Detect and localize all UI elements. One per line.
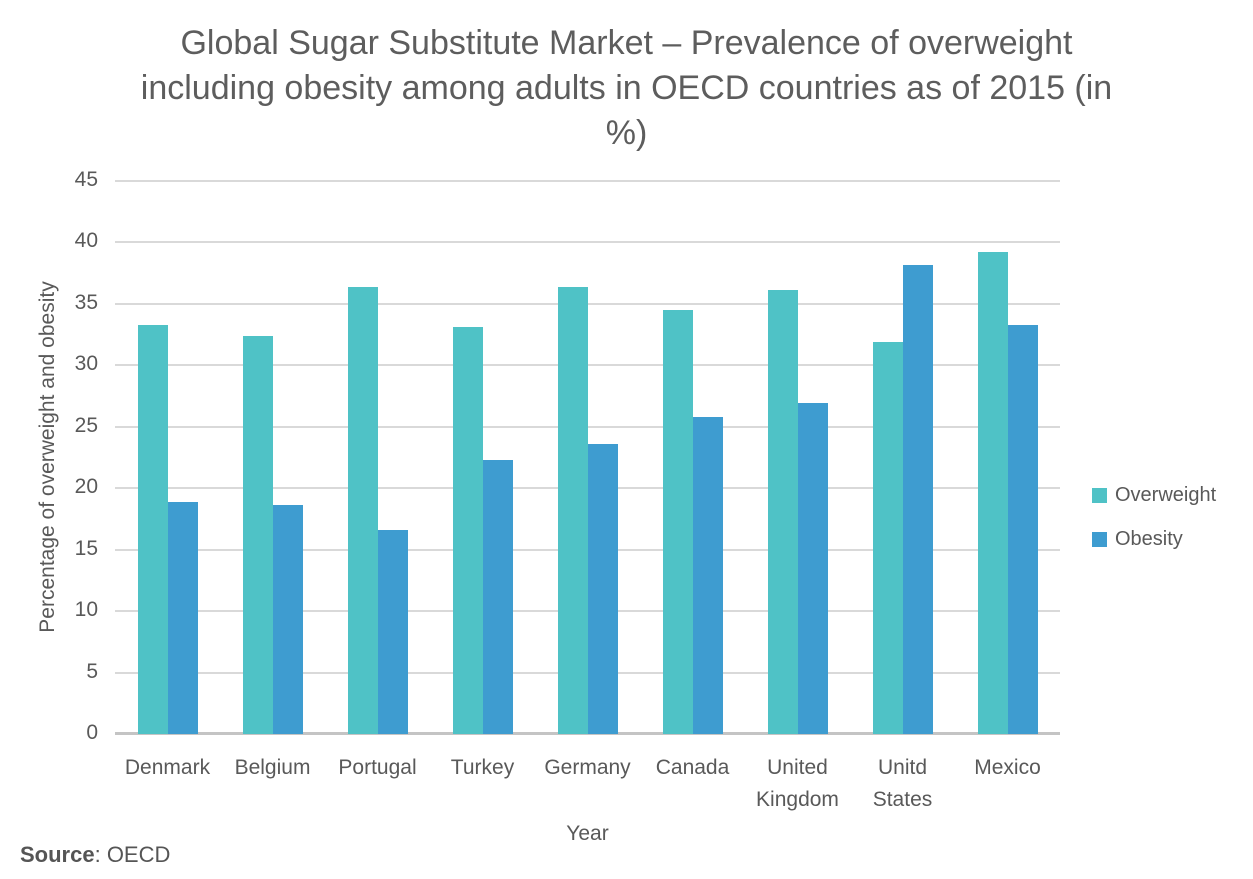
bar-overweight-denmark <box>137 324 168 734</box>
y-tick-label-5: 5 <box>86 659 98 683</box>
bar-overweight-turkey <box>452 327 483 734</box>
x-category-label-mexico: Mexico <box>974 756 1041 779</box>
x-category-label-unitd-states: Unitd States <box>872 756 933 811</box>
bar-overweight-unitd-states <box>872 342 903 734</box>
gridline-35 <box>115 302 1060 305</box>
x-category-label-united-kingdom: United Kingdom <box>756 756 839 811</box>
bar-obesity-portugal <box>377 530 408 734</box>
bar-obesity-unitd-states <box>902 264 933 734</box>
bar-overweight-germany <box>557 286 588 734</box>
bar-obesity-denmark <box>167 501 198 734</box>
x-category-label-denmark: Denmark <box>124 756 211 779</box>
y-tick-label-45: 45 <box>74 168 98 191</box>
source-label: Source <box>20 842 95 867</box>
legend-swatch-overweight-icon <box>1092 487 1107 503</box>
bar-overweight-united-kingdom <box>767 290 798 734</box>
bar-overweight-mexico <box>977 252 1008 734</box>
bar-obesity-canada <box>692 416 723 734</box>
legend-item-obesity: Obesity <box>1092 528 1216 550</box>
legend-label-obesity: Obesity <box>1115 527 1183 550</box>
y-tick-label-40: 40 <box>74 229 98 253</box>
x-axis-title: Year <box>566 822 609 845</box>
y-axis-tick-labels: 0 5 10 15 20 25 30 35 40 45 <box>30 168 98 744</box>
source-note: Source: OECD <box>20 842 170 868</box>
y-tick-label-25: 25 <box>74 413 98 437</box>
gridline-45 <box>115 180 1060 182</box>
legend-item-overweight: Overweight <box>1092 484 1216 506</box>
x-category-label-germany: Germany <box>544 756 631 779</box>
y-tick-label-15: 15 <box>74 536 98 560</box>
bar-obesity-united-kingdom <box>797 403 828 734</box>
bar-obesity-mexico <box>1007 324 1038 734</box>
plot-area <box>115 180 1060 735</box>
legend-label-overweight: Overweight <box>1115 483 1217 506</box>
chart-title-line-1: Global Sugar Substitute Market – Prevale… <box>180 24 1073 62</box>
bar-obesity-germany <box>587 443 618 734</box>
bar-overweight-portugal <box>347 286 378 734</box>
x-category-label-turkey: Turkey <box>450 756 515 779</box>
x-category-label-canada: Canada <box>655 756 730 779</box>
legend-swatch-obesity-icon <box>1092 531 1107 547</box>
y-tick-label-30: 30 <box>74 352 98 376</box>
bar-obesity-turkey <box>482 459 513 734</box>
chart-title-line-2: including obesity among adults in OECD c… <box>140 69 1113 107</box>
bar-overweight-belgium <box>242 335 273 734</box>
bar-overweight-canada <box>662 310 693 734</box>
x-category-label-portugal: Portugal <box>338 756 417 779</box>
y-tick-label-0: 0 <box>86 721 98 744</box>
source-value: : OECD <box>94 842 171 867</box>
legend: Overweight Obesity <box>1092 484 1216 572</box>
x-category-label-belgium: Belgium <box>234 756 311 779</box>
chart-title-line-3: %) <box>605 114 648 152</box>
gridline-40 <box>115 241 1060 244</box>
x-axis-category-labels: Denmark Belgium Portugal Turkey Germany Canad… <box>115 752 1060 822</box>
y-tick-label-20: 20 <box>74 475 98 499</box>
bar-obesity-belgium <box>272 505 303 734</box>
y-tick-label-10: 10 <box>74 598 98 622</box>
chart-title: Global Sugar Substitute Market – Prevale… <box>0 21 1253 156</box>
gridline-25 <box>115 425 1060 428</box>
y-tick-label-35: 35 <box>74 290 98 314</box>
gridline-30 <box>115 364 1060 367</box>
